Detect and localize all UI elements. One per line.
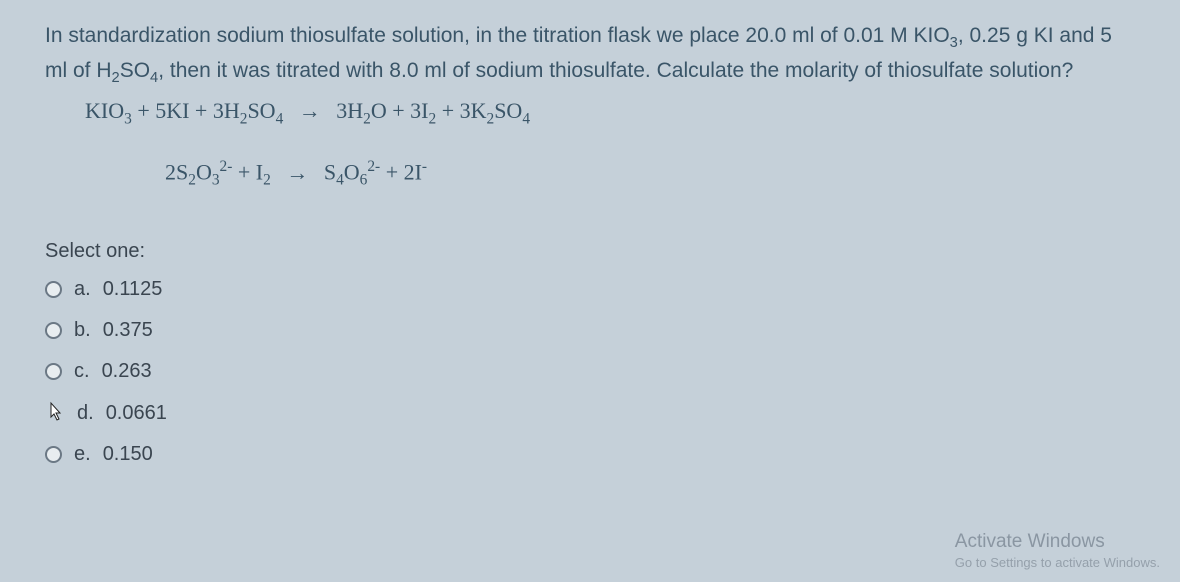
q-text-2b: SO	[120, 59, 150, 82]
reaction-arrow-icon: →	[276, 160, 318, 185]
option-letter: e.	[74, 443, 91, 466]
q-sub-2b: 4	[150, 70, 158, 86]
question-container: In standardization sodium thiosulfate so…	[0, 0, 1180, 504]
radio-icon[interactable]	[45, 322, 62, 339]
option-letter: d.	[77, 402, 94, 425]
q-text-1: In standardization sodium thiosulfate so…	[45, 24, 950, 47]
option-value: 0.263	[102, 360, 152, 383]
equation-2: 2S2O32- + I2 → S4O62- + 2I-	[45, 158, 1135, 190]
q-sub-1: 3	[950, 35, 958, 51]
radio-icon[interactable]	[45, 363, 62, 380]
option-a[interactable]: a. 0.1125	[45, 278, 1135, 301]
option-letter: c.	[74, 360, 90, 383]
reaction-arrow-icon: →	[289, 98, 331, 123]
q-text-2a: ml of H	[45, 59, 112, 82]
radio-icon[interactable]	[45, 446, 62, 463]
option-e[interactable]: e. 0.150	[45, 443, 1135, 466]
option-c[interactable]: c. 0.263	[45, 360, 1135, 383]
equation-1: KIO3 + 5KI + 3H2SO4 → 3H2O + 3I2 + 3K2SO…	[45, 98, 1135, 128]
q-text-2c: , then it was titrated with 8.0 ml of so…	[158, 59, 1073, 82]
options-list: a. 0.1125 b. 0.375 c. 0.263 d. 0.0661 e.…	[45, 278, 1135, 466]
option-letter: a.	[74, 278, 91, 301]
pointer-cursor-icon	[45, 401, 65, 425]
windows-activation-watermark: Activate Windows Go to Settings to activ…	[955, 531, 1160, 570]
watermark-title: Activate Windows	[955, 531, 1160, 553]
option-value: 0.0661	[106, 402, 167, 425]
option-d[interactable]: d. 0.0661	[45, 401, 1135, 425]
option-value: 0.150	[103, 443, 153, 466]
radio-icon[interactable]	[45, 281, 62, 298]
watermark-subtitle: Go to Settings to activate Windows.	[955, 555, 1160, 570]
option-value: 0.1125	[103, 278, 163, 301]
select-one-label: Select one:	[45, 240, 1135, 263]
option-letter: b.	[74, 319, 91, 342]
q-text-1b: , 0.25 g KI and 5	[958, 24, 1112, 47]
q-sub-2a: 2	[112, 70, 120, 86]
option-b[interactable]: b. 0.375	[45, 319, 1135, 342]
option-value: 0.375	[103, 319, 153, 342]
question-stem: In standardization sodium thiosulfate so…	[45, 20, 1135, 90]
